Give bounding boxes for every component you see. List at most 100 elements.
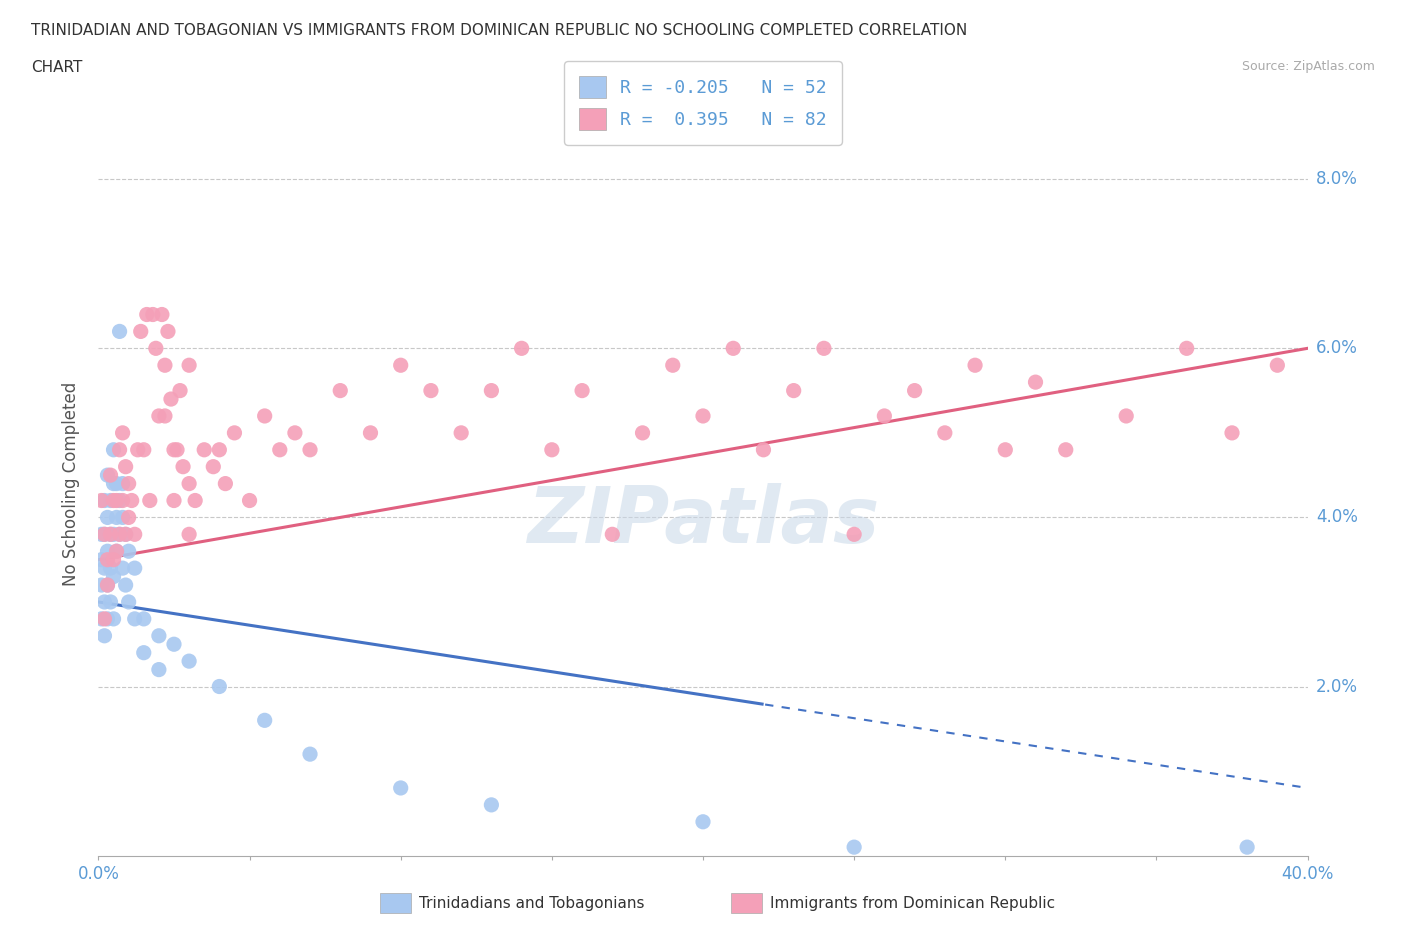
Point (163, 443, 186, 458)
Point (631, 425, 654, 440)
Point (208, 679, 231, 694)
Point (163, 637, 186, 652)
Point (329, 383, 352, 398)
Point (1220, 425, 1243, 440)
Point (214, 476, 236, 491)
Point (873, 408, 896, 423)
Point (934, 425, 956, 440)
Point (389, 358, 412, 373)
Point (108, 443, 131, 458)
Point (139, 493, 162, 508)
Text: 8.0%: 8.0% (1316, 170, 1358, 188)
Point (239, 493, 262, 508)
Point (96, 578, 118, 592)
Point (103, 611, 125, 626)
Point (571, 383, 593, 398)
Point (105, 510, 128, 525)
Point (96, 552, 118, 567)
Point (108, 324, 131, 339)
Point (132, 645, 155, 660)
Point (93, 629, 115, 644)
Text: CHART: CHART (31, 60, 83, 75)
Point (752, 443, 775, 458)
Point (783, 383, 806, 398)
Point (179, 358, 201, 373)
Point (299, 443, 322, 458)
Point (1115, 408, 1137, 423)
Point (132, 443, 155, 458)
Point (208, 443, 231, 458)
Point (844, 840, 866, 855)
Point (160, 392, 183, 406)
Point (129, 324, 152, 339)
Bar (731, 893, 762, 913)
Point (179, 654, 201, 669)
Text: ZIPatlas: ZIPatlas (527, 483, 879, 559)
Point (1236, 840, 1258, 855)
Point (179, 527, 201, 542)
Point (169, 383, 191, 398)
Point (124, 611, 146, 626)
Point (481, 383, 503, 398)
Point (103, 527, 125, 542)
Point (844, 527, 866, 542)
Point (132, 611, 155, 626)
Point (114, 459, 136, 474)
Point (904, 383, 927, 398)
Point (127, 443, 149, 458)
Point (103, 552, 125, 567)
Point (103, 569, 125, 584)
Point (602, 527, 624, 542)
Point (93, 493, 115, 508)
Point (105, 544, 128, 559)
Point (90, 527, 112, 542)
Point (111, 425, 134, 440)
Point (166, 443, 188, 458)
Text: Trinidadians and Tobagonians: Trinidadians and Tobagonians (419, 896, 644, 910)
Point (179, 476, 201, 491)
Point (93, 527, 115, 542)
Point (105, 476, 128, 491)
Point (135, 307, 157, 322)
Point (96, 578, 118, 592)
Point (96, 544, 118, 559)
Text: 2.0%: 2.0% (1316, 678, 1358, 696)
Point (118, 476, 141, 491)
Point (118, 544, 141, 559)
Point (360, 425, 382, 440)
Point (269, 443, 291, 458)
Point (108, 527, 131, 542)
Point (114, 527, 136, 542)
Point (111, 476, 134, 491)
Point (156, 324, 179, 339)
Point (118, 594, 141, 609)
Point (103, 493, 125, 508)
Point (93, 561, 115, 576)
Point (193, 443, 215, 458)
Point (145, 341, 167, 356)
Legend: R = -0.205   N = 52, R =  0.395   N = 82: R = -0.205 N = 52, R = 0.395 N = 82 (564, 61, 842, 145)
Point (692, 408, 714, 423)
Point (100, 527, 122, 542)
Point (103, 443, 125, 458)
Text: Immigrants from Dominican Republic: Immigrants from Dominican Republic (770, 896, 1056, 910)
Point (90, 493, 112, 508)
Point (114, 527, 136, 542)
Point (692, 815, 714, 830)
Text: 4.0%: 4.0% (1316, 509, 1358, 526)
Point (284, 425, 307, 440)
Point (111, 493, 134, 508)
Point (96, 510, 118, 525)
Point (100, 561, 122, 576)
Point (253, 713, 276, 728)
Point (124, 527, 146, 542)
Point (100, 493, 122, 508)
Bar (380, 893, 411, 913)
Point (661, 358, 683, 373)
Point (389, 780, 412, 795)
Point (299, 747, 322, 762)
Point (108, 493, 131, 508)
Point (103, 476, 125, 491)
Point (124, 561, 146, 576)
Point (253, 408, 276, 423)
